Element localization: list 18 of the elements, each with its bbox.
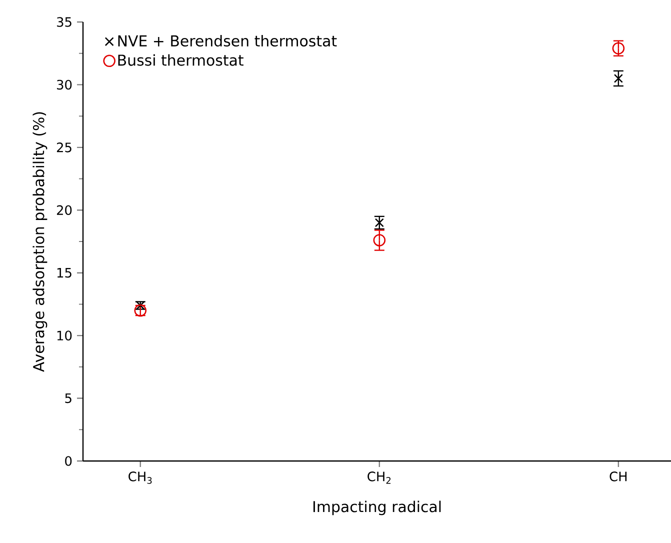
x-axis-title: Impacting radical: [313, 500, 441, 516]
legend-label: NVE + Berendsen thermostat: [118, 34, 337, 47]
y-axis-title: Average adsorption probability (%): [32, 112, 48, 372]
point: [374, 218, 384, 228]
y-tick-label: 10: [57, 330, 72, 340]
y-tick-label: 5: [65, 393, 72, 404]
legend-label: Bussi thermostat: [118, 54, 244, 66]
point: [614, 74, 623, 83]
y-tick-label: 25: [56, 142, 72, 152]
y-tick-label: 20: [56, 205, 72, 216]
y-tick-label: 0: [65, 456, 72, 466]
x-tick-label: CH: [610, 472, 627, 482]
point: [373, 234, 386, 246]
x-tick-label: CH$_{2}$: [368, 472, 391, 484]
y-tick-label: 30: [56, 80, 72, 90]
y-tick-label: 35: [56, 17, 72, 27]
x-tick-label: CH$_{3}$: [128, 472, 152, 484]
y-tick-label: 15: [57, 268, 72, 278]
